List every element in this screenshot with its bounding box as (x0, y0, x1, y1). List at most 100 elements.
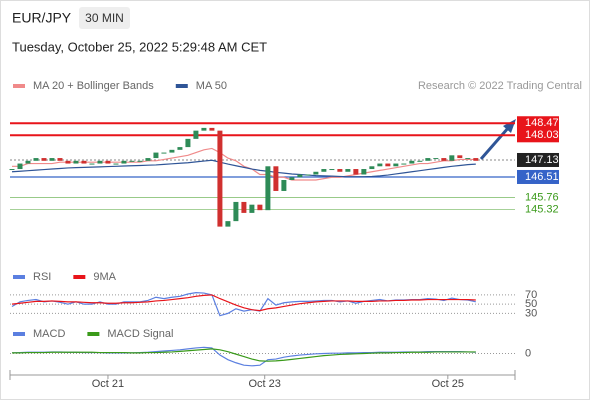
candle (17, 163, 23, 170)
candle (65, 160, 71, 164)
candle (9, 169, 15, 171)
candle (449, 155, 455, 161)
candle (441, 158, 447, 161)
candle (33, 158, 39, 161)
candle (329, 169, 335, 171)
candle (257, 204, 263, 211)
candle (289, 177, 295, 180)
candle (473, 158, 479, 161)
candle (73, 160, 79, 164)
candle (369, 166, 375, 170)
candle (457, 155, 463, 159)
candle (81, 160, 87, 164)
legend-label: 9MA (93, 271, 116, 283)
timeframe-box (79, 7, 130, 29)
legend-label: RSI (33, 271, 51, 283)
candle (297, 174, 303, 178)
y-tick-label: 70 (525, 289, 537, 301)
level-box (517, 116, 559, 131)
series-line (11, 159, 476, 178)
candle (121, 160, 127, 164)
credit: Research © 2022 Trading Central (418, 80, 582, 92)
legend-swatch (13, 84, 25, 88)
series-line (11, 147, 476, 181)
series-line (11, 348, 476, 362)
legend-label: MA 50 (196, 80, 227, 92)
y-tick-label: 30 (525, 307, 537, 319)
candle (233, 201, 239, 222)
candle (417, 160, 423, 162)
candle (321, 169, 327, 172)
candle (361, 169, 367, 175)
level-label: 147.13 (525, 154, 559, 166)
candle (409, 160, 415, 164)
candle (313, 171, 319, 175)
candle (209, 127, 215, 131)
candle (193, 130, 199, 139)
candle (185, 138, 191, 148)
legend-label: MACD (33, 328, 65, 340)
candle (177, 147, 183, 150)
candle (105, 160, 111, 164)
candle (113, 163, 119, 165)
candle (241, 201, 247, 213)
level-box (517, 128, 559, 143)
x-tick-label: Oct 25 (432, 378, 464, 390)
candle (225, 221, 231, 227)
legend-swatch (13, 332, 25, 336)
legend-swatch (13, 275, 25, 279)
candle (249, 204, 255, 213)
candle (217, 130, 223, 227)
level-label: 146.51 (525, 171, 559, 183)
candle (129, 160, 135, 162)
candle (25, 160, 31, 164)
candle (57, 158, 63, 161)
candle (385, 163, 391, 167)
candle (169, 149, 175, 153)
legend-label: MACD Signal (107, 328, 173, 340)
candle (377, 163, 383, 167)
candle (273, 166, 279, 191)
candle (465, 158, 471, 160)
legend-label: MA 20 + Bollinger Bands (33, 80, 154, 92)
level-label: 148.03 (525, 129, 559, 141)
candle (49, 158, 55, 161)
timeframe: 30 MIN (85, 11, 124, 25)
candle (401, 163, 407, 165)
candle (345, 169, 351, 172)
level-label: 145.32 (525, 204, 559, 216)
candle (353, 169, 359, 175)
level-label: 148.47 (525, 117, 559, 129)
x-tick-label: Oct 21 (92, 378, 124, 390)
candle (393, 163, 399, 167)
symbol: EUR/JPY (12, 10, 72, 26)
level-label: 145.76 (525, 191, 559, 203)
x-tick-label: Oct 23 (248, 378, 280, 390)
forecast-arrow (479, 126, 511, 160)
legend-swatch (175, 84, 188, 88)
level-box (517, 152, 559, 167)
candle (41, 158, 47, 161)
level-box (517, 169, 559, 184)
candle (137, 160, 143, 162)
candle (145, 158, 151, 161)
candle (89, 163, 95, 165)
candle (425, 158, 431, 161)
y-tick-label: 0 (525, 347, 531, 359)
y-tick-label: 50 (525, 298, 537, 310)
legend-swatch (87, 332, 100, 336)
candle (201, 127, 207, 131)
candle (265, 166, 271, 211)
candle (337, 169, 343, 172)
candle (97, 160, 103, 164)
candle (161, 152, 167, 154)
candle (153, 152, 159, 159)
candle (433, 158, 439, 160)
candle (305, 174, 311, 176)
date: Tuesday, October 25, 2022 5:29:48 AM CET (12, 39, 267, 54)
series-line (11, 294, 476, 312)
candle (281, 180, 287, 191)
legend-swatch (73, 275, 86, 279)
